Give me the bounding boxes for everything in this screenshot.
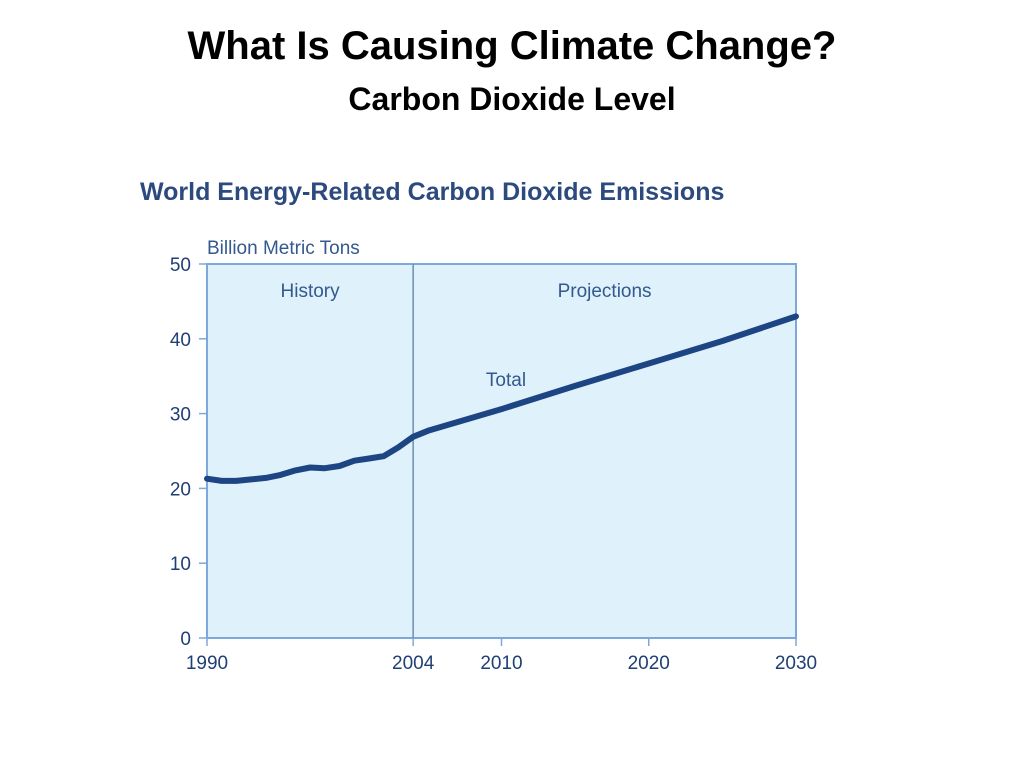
plot-area — [206, 263, 797, 639]
x-tick-label: 2010 — [480, 653, 522, 674]
region-label-history: History — [281, 281, 341, 302]
y-tick-label: 0 — [180, 629, 191, 650]
y-tick-label: 20 — [170, 479, 191, 500]
slide-title: What Is Causing Climate Change? — [187, 24, 837, 68]
x-tick-label: 2004 — [392, 653, 435, 674]
x-tick-label: 2020 — [628, 653, 670, 674]
chart-title: World Energy-Related Carbon Dioxide Emis… — [140, 178, 724, 206]
region-labels: History Projections — [281, 281, 652, 302]
y-tick-label: 50 — [170, 255, 191, 276]
x-tick-label: 2030 — [775, 653, 817, 674]
slide-subtitle: Carbon Dioxide Level — [348, 81, 676, 117]
y-tick-label: 10 — [170, 554, 191, 575]
series-label-total: Total — [486, 370, 526, 391]
y-axis-label: Billion Metric Tons — [207, 238, 360, 259]
series-line-total — [204, 313, 799, 484]
x-tick-label: 1990 — [186, 653, 228, 674]
y-tick-label: 30 — [170, 405, 191, 426]
region-label-projections: Projections — [558, 281, 652, 302]
x-axis-ticks: 1990 2004 2010 2020 2030 — [186, 638, 817, 674]
y-tick-label: 40 — [170, 330, 191, 351]
y-axis-ticks: 0 10 20 30 40 50 — [170, 255, 207, 650]
